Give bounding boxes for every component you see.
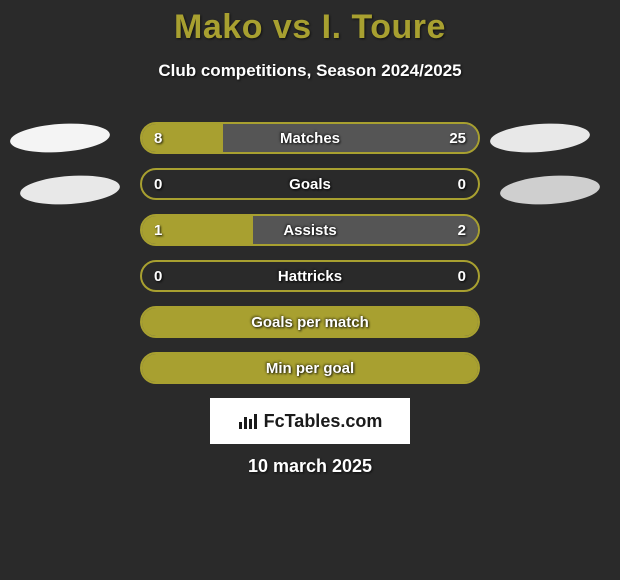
- team-badge: [19, 173, 121, 208]
- stat-label: Assists: [142, 216, 478, 244]
- stat-label: Goals per match: [142, 308, 478, 336]
- logo-bars-icon: [238, 412, 260, 430]
- logo-text: FcTables.com: [264, 411, 383, 432]
- stat-label: Hattricks: [142, 262, 478, 290]
- stat-row: Goals per match: [140, 306, 480, 338]
- logo: FcTables.com: [238, 411, 383, 432]
- stat-row: 00Hattricks: [140, 260, 480, 292]
- stat-row: 12Assists: [140, 214, 480, 246]
- logo-box: FcTables.com: [210, 398, 410, 444]
- stat-label: Goals: [142, 170, 478, 198]
- stat-label: Min per goal: [142, 354, 478, 382]
- stats-bars: 825Matches 00Goals 12Assists 00Hattricks Goa…: [140, 122, 480, 398]
- team-badge: [489, 121, 591, 156]
- stat-row: 00Goals: [140, 168, 480, 200]
- page-title: Mako vs I. Toure: [0, 0, 620, 47]
- stat-row: Min per goal: [140, 352, 480, 384]
- stat-row: 825Matches: [140, 122, 480, 154]
- subtitle: Club competitions, Season 2024/2025: [0, 61, 620, 81]
- stat-label: Matches: [142, 124, 478, 152]
- date-text: 10 march 2025: [0, 456, 620, 477]
- team-badge: [499, 173, 601, 208]
- team-badge: [9, 121, 111, 156]
